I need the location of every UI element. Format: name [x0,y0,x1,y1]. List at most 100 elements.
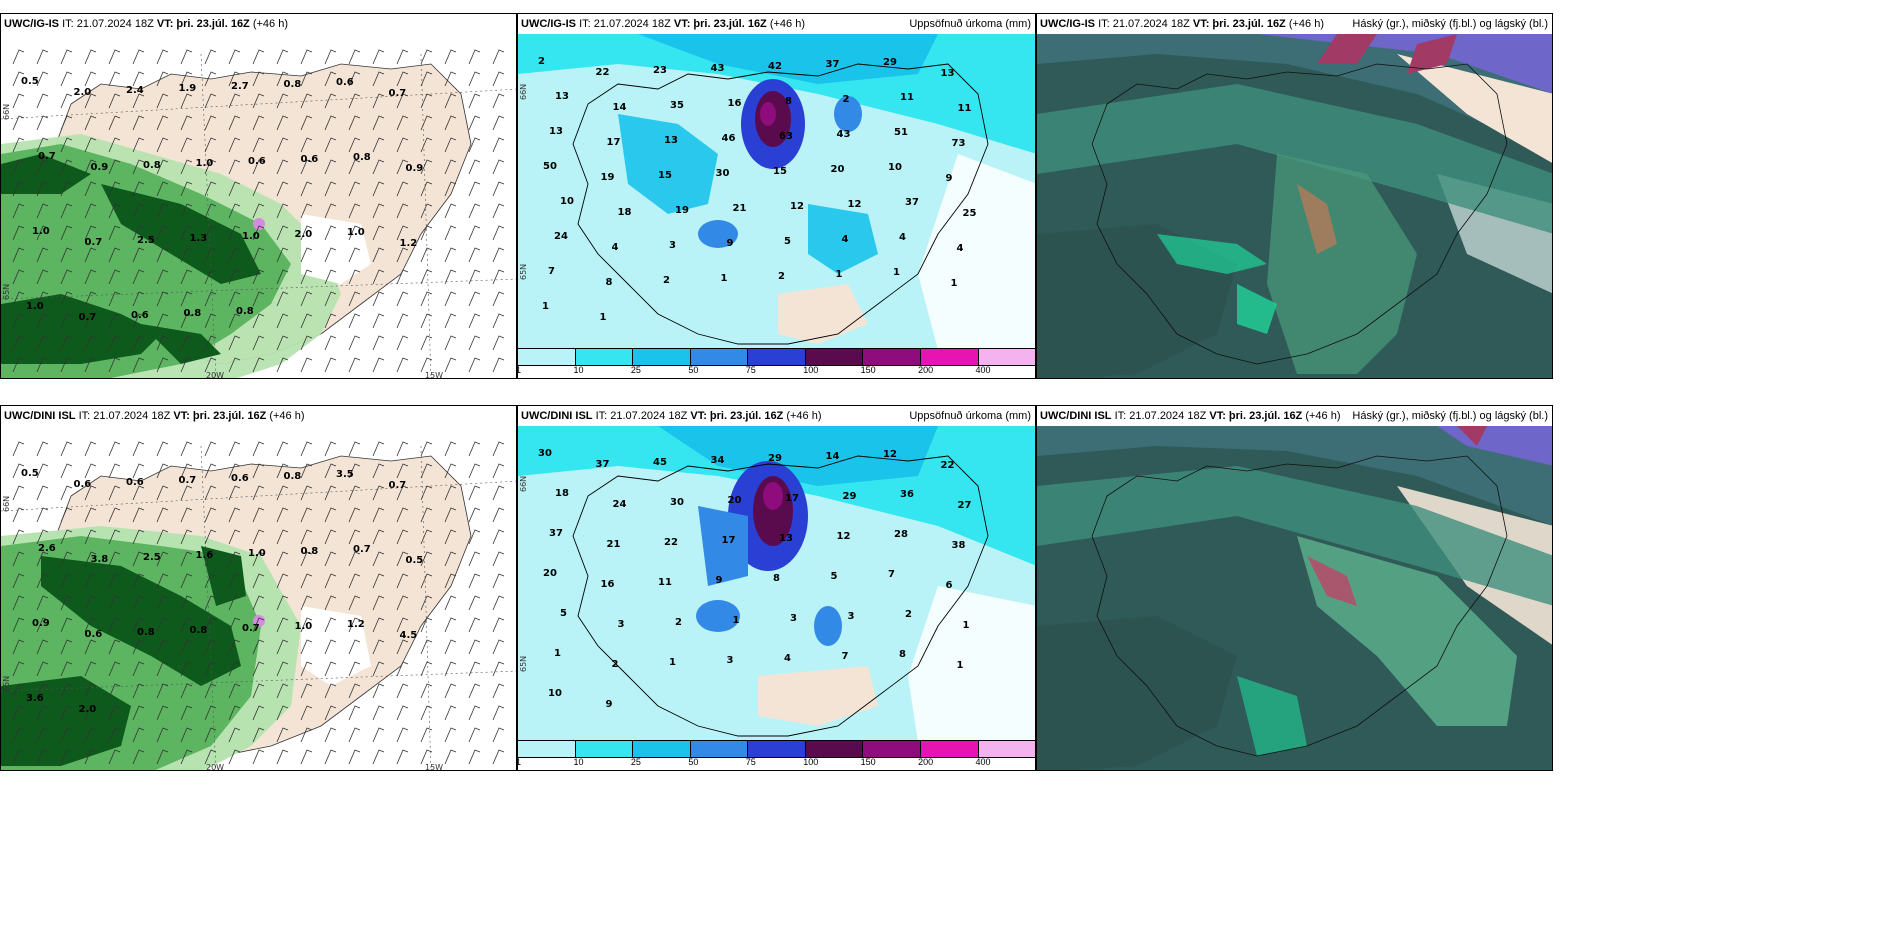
wind-barb [204,727,217,743]
value-label: 38 [952,540,966,551]
wind-barb [420,159,433,175]
wind-barb [12,551,25,567]
wind-barb [492,357,505,373]
value-label: 20 [728,495,742,506]
wind-barb [12,617,25,633]
value-label: 2 [843,94,850,105]
panel-header: UWC/IG-IS IT: 21.07.2024 18Z VT: þri. 23… [1037,14,1552,34]
field-title: Uppsöfnuð úrkoma (mm) [909,18,1031,30]
wind-barb [276,203,289,219]
value-label: 1 [542,301,549,312]
wind-barb [252,705,265,721]
wind-barb [60,551,73,567]
wind-barb [204,335,217,351]
wind-barb [132,507,145,523]
wind-barb [420,49,433,65]
wind-barb [348,335,361,351]
value-label: 9 [727,238,734,249]
wind-barb [228,529,241,545]
wind-barb [252,441,265,457]
wind-barb [420,335,433,351]
wind-barb [468,203,481,219]
wind-barb [276,617,289,633]
wind-barb [420,313,433,329]
wind-barb [348,93,361,109]
wind-barb [36,203,49,219]
value-label: 46 [722,133,736,144]
wind-barb [180,71,193,87]
wind-barb [60,159,73,175]
wind-barb [444,617,457,633]
value-label: 1.0 [248,548,266,559]
wind-barb [12,291,25,307]
wind-barb [444,335,457,351]
wind-barb [372,529,385,545]
value-label: 2 [538,56,545,67]
wind-barb [156,727,169,743]
value-label: 1 [733,615,740,626]
value-label: 43 [837,129,851,140]
wind-barb [444,357,457,373]
value-label: 11 [958,103,972,114]
wind-barb [12,115,25,131]
wind-barb [372,225,385,241]
model-name: UWC/DINI ISL [4,410,76,422]
value-label: 7 [888,569,895,580]
wind-barb [276,313,289,329]
wind-barb [324,225,337,241]
lat-label-65: 65N [519,264,528,280]
value-label: 1.0 [32,226,50,237]
wind-barb [324,749,337,765]
wind-barb [156,507,169,523]
wind-barb [420,247,433,263]
value-label: 63 [779,131,793,142]
wind-barb [108,115,121,131]
value-label: 0.9 [91,162,109,173]
wind-barb [108,749,121,765]
wind-barb [132,225,145,241]
wind-barb [108,705,121,721]
wind-barb [444,595,457,611]
wind-barb [60,181,73,197]
wind-barb [204,683,217,699]
wind-barb [300,357,313,373]
wind-barb [396,683,409,699]
wind-barb [180,313,193,329]
wind-barb [444,441,457,457]
colorbar-tick: 150 [860,757,876,767]
wind-barb [84,181,97,197]
wind-barb [228,617,241,633]
wind-barb [228,639,241,655]
wind-barb [324,639,337,655]
wind-barb [420,115,433,131]
wind-barb [300,93,313,109]
wind-barb [276,485,289,501]
wind-barb [204,269,217,285]
wind-barb [228,595,241,611]
wind-barb [492,507,505,523]
wind-barb [36,485,49,501]
wind-barb [396,93,409,109]
wind-barb [60,137,73,153]
wind-barb [156,551,169,567]
wind-barb [372,181,385,197]
value-label: 37 [826,59,840,70]
wind-barb [228,291,241,307]
wind-barb [12,683,25,699]
wind-barb [396,485,409,501]
wind-barb [300,247,313,263]
wind-barb [348,595,361,611]
wind-barb [156,313,169,329]
value-label: 0.9 [32,618,50,629]
wind-barb [228,71,241,87]
wind-barb [492,291,505,307]
value-label: 2.0 [74,87,92,98]
wind-barb [372,749,385,765]
wind-barb [132,335,145,351]
colorbar-tick: 25 [630,757,641,767]
value-label: 0.7 [389,480,407,491]
wind-barb [228,705,241,721]
wind-barb [36,595,49,611]
wind-barb [156,639,169,655]
